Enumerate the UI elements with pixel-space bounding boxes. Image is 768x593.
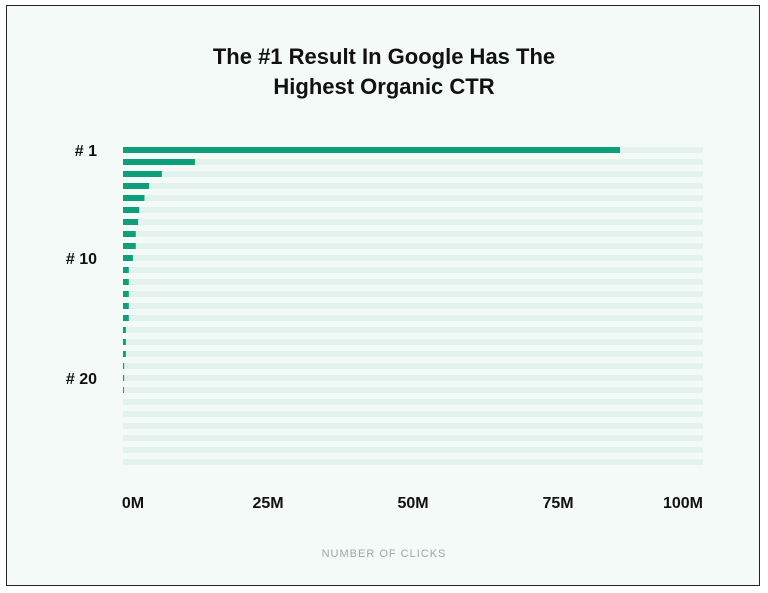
- bar-rank-11: [123, 267, 129, 273]
- bar-rank-17: [123, 339, 126, 345]
- bar-rank-6: [123, 207, 140, 213]
- bar-track: [123, 231, 703, 237]
- bar-track: [123, 207, 703, 213]
- bar-track: [123, 279, 703, 285]
- bar-rank-10: [123, 255, 133, 261]
- chart-title: The #1 Result In Google Has The Highest …: [0, 42, 768, 102]
- bar-rank-8: [123, 231, 136, 237]
- bar-track: [123, 195, 703, 201]
- bar-track: [123, 303, 703, 309]
- bar-rank-19: [123, 363, 125, 369]
- x-tick-label: 25M: [252, 495, 283, 512]
- bar-track: [123, 351, 703, 357]
- chart-title-line-1: The #1 Result In Google Has The: [212, 44, 556, 69]
- bar-rank-5: [123, 195, 145, 201]
- bar-rank-2: [123, 159, 195, 165]
- bar-rank-14: [123, 303, 129, 309]
- bar-track: [123, 399, 703, 405]
- bar-rank-20: [123, 375, 125, 381]
- bar-rank-15: [123, 315, 129, 321]
- bar-track: [123, 183, 703, 189]
- x-tick-label: 100M: [663, 495, 703, 512]
- bar-track: [123, 315, 703, 321]
- bar-rank-12: [123, 279, 129, 285]
- bar-rank-9: [123, 243, 136, 249]
- y-tick-label: # 20: [66, 371, 97, 388]
- bar-track: [123, 387, 703, 393]
- chart-title-line-2: Highest Organic CTR: [273, 74, 495, 99]
- bar-track: [123, 255, 703, 261]
- bar-rank-18: [123, 351, 126, 357]
- bar-track: [123, 447, 703, 453]
- bar-track: [123, 339, 703, 345]
- bar-rank-4: [123, 183, 150, 189]
- bar-track: [123, 243, 703, 249]
- bar-rank-21: [123, 387, 124, 393]
- bar-rank-16: [123, 327, 126, 333]
- bar-track: [123, 291, 703, 297]
- bar-rank-3: [123, 171, 162, 177]
- bar-track: [123, 363, 703, 369]
- bar-track: [123, 219, 703, 225]
- bar-track: [123, 171, 703, 177]
- bar-track: [123, 327, 703, 333]
- x-axis-label: NUMBER OF CLICKS: [321, 548, 447, 560]
- bar-rank-1: [123, 147, 621, 153]
- bar-track: [123, 159, 703, 165]
- bar-rank-13: [123, 291, 129, 297]
- y-tick-label: # 10: [66, 251, 97, 268]
- bar-track: [123, 375, 703, 381]
- y-tick-label: # 1: [75, 143, 97, 160]
- x-tick-label: 50M: [397, 495, 428, 512]
- bar-track: [123, 267, 703, 273]
- bar-track: [123, 459, 703, 465]
- bar-track: [123, 411, 703, 417]
- bar-rank-7: [123, 219, 139, 225]
- bar-track: [123, 435, 703, 441]
- x-tick-label: 75M: [542, 495, 573, 512]
- x-tick-label: 0M: [122, 495, 144, 512]
- bar-track: [123, 423, 703, 429]
